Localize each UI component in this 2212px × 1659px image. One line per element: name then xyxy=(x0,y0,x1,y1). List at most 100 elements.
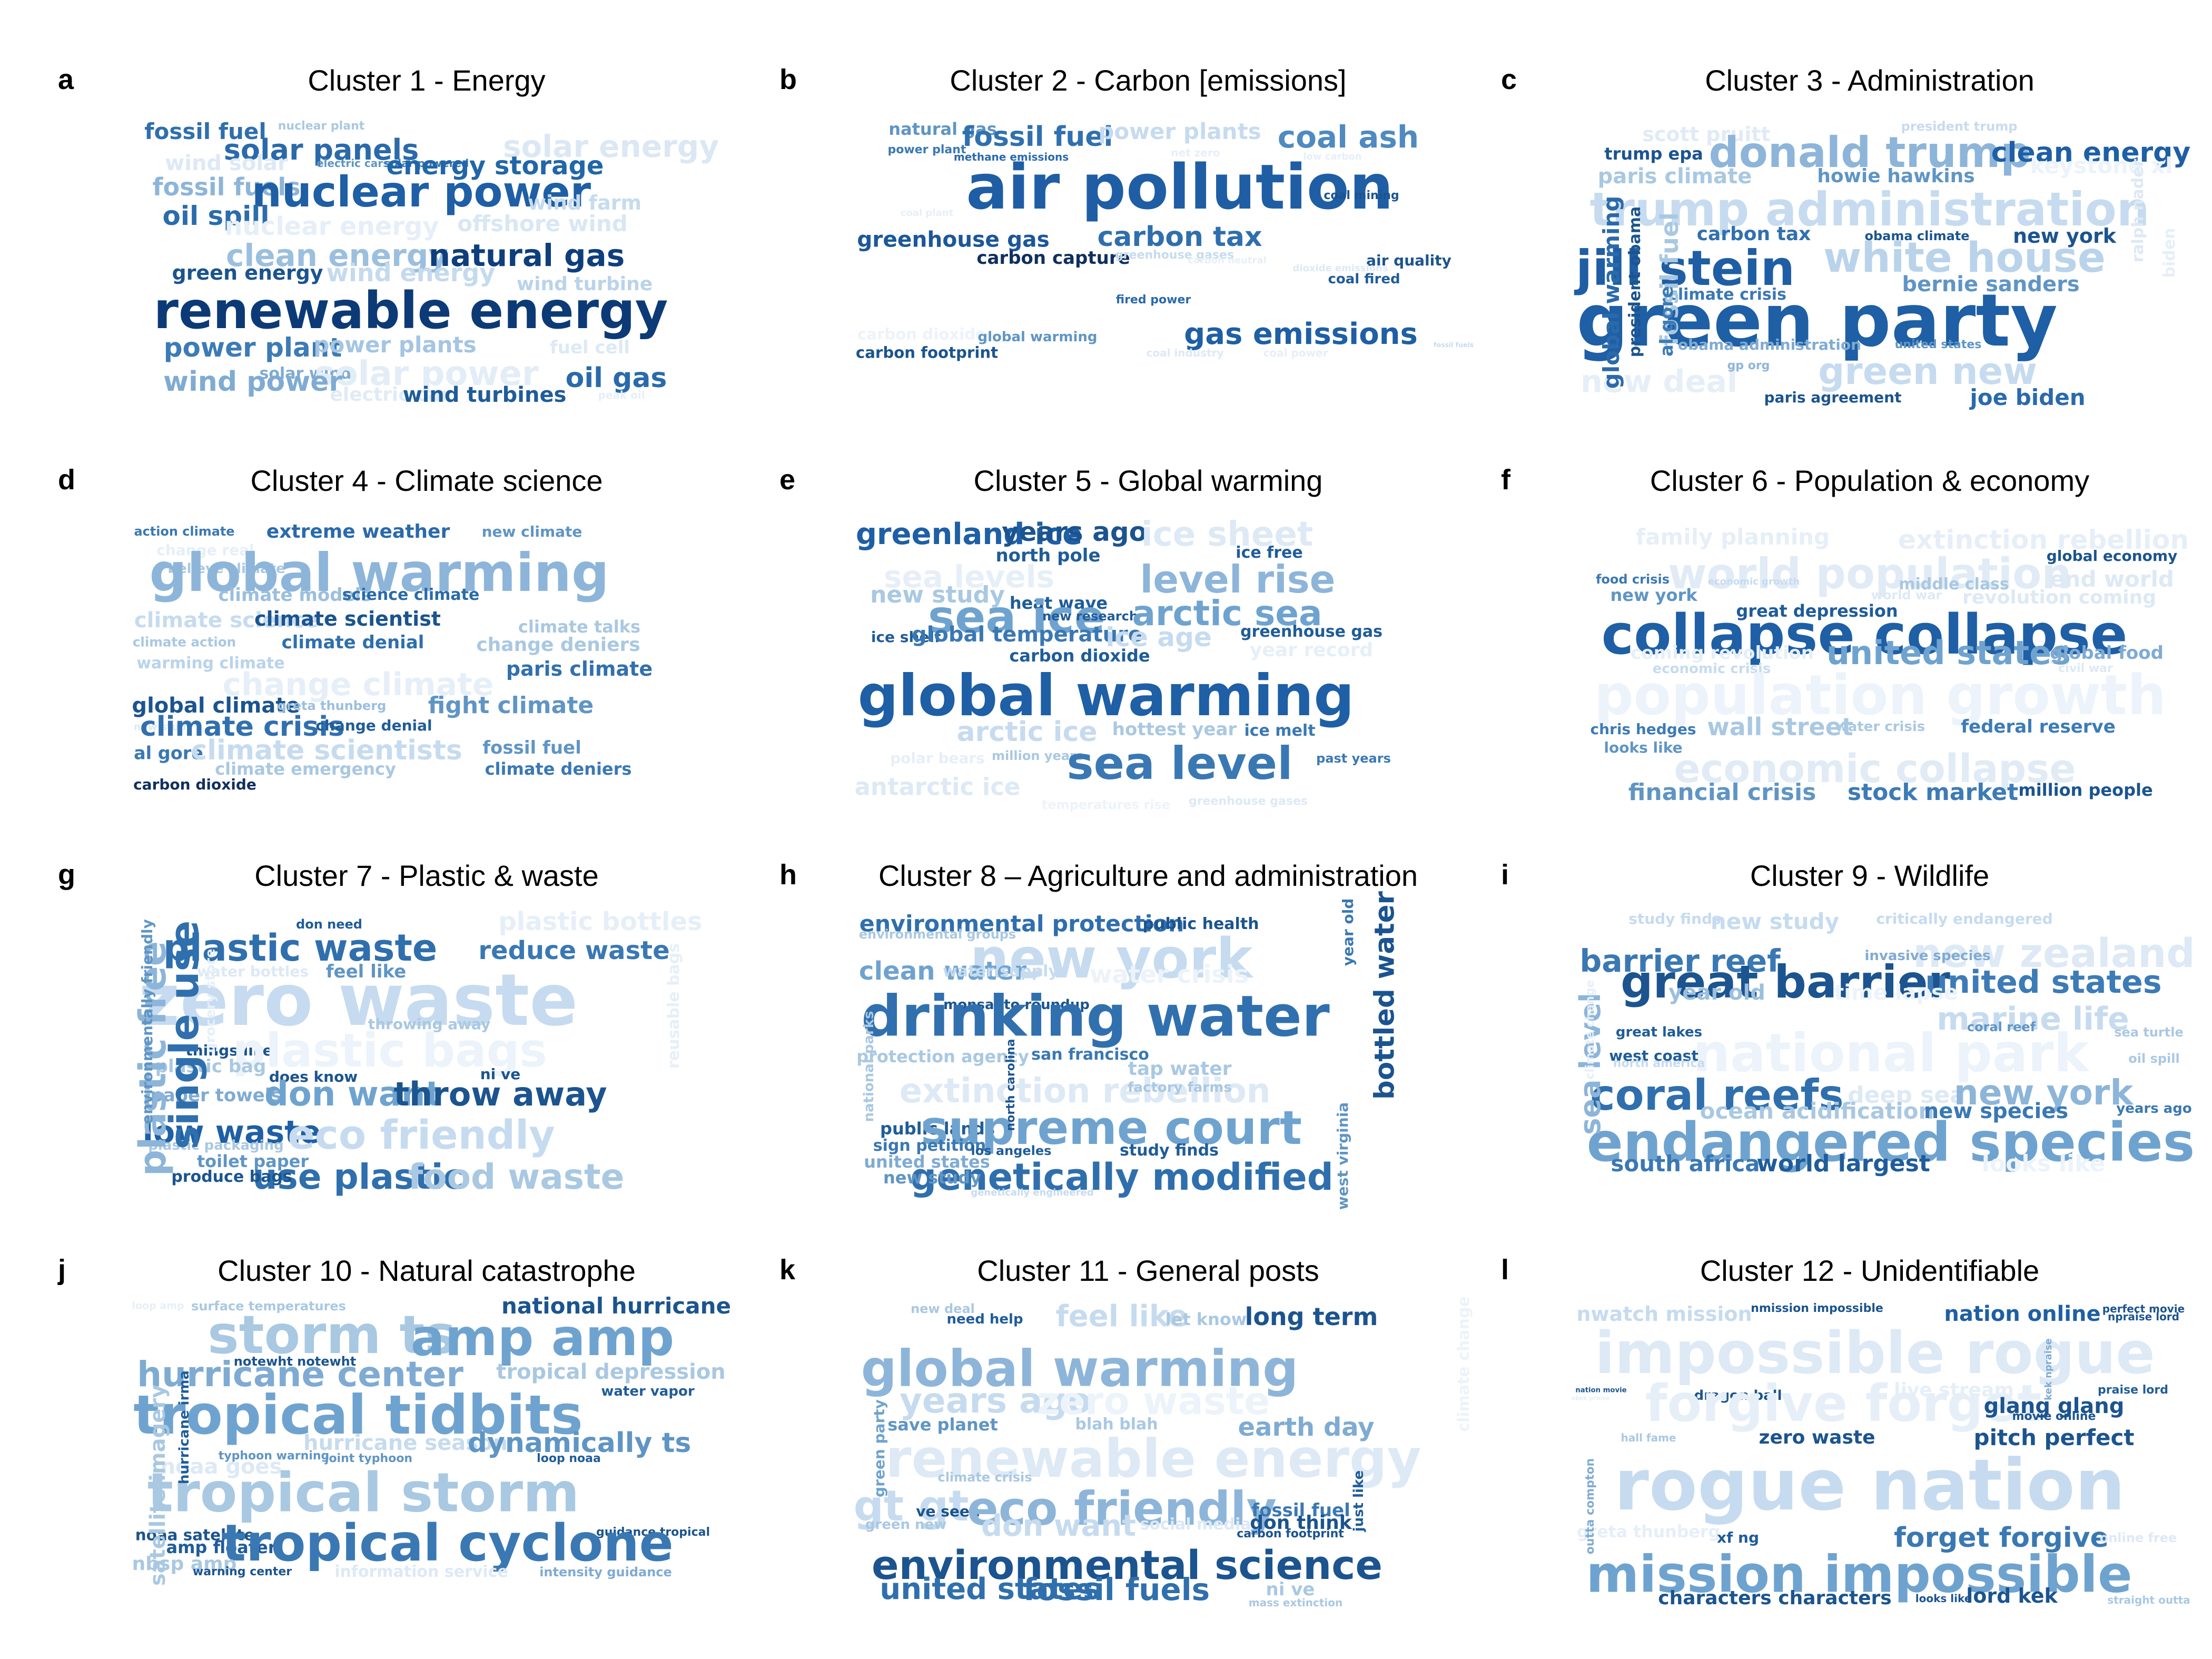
cloud-word: great barrier xyxy=(1620,956,1951,1009)
cloud-word: green new xyxy=(865,1517,947,1533)
cloud-word: million people xyxy=(2018,780,2153,800)
cloud-word: climate scientists xyxy=(191,735,462,766)
cloud-word: coal fired xyxy=(1328,271,1400,287)
cloud-word: reusable bags xyxy=(665,943,683,1069)
cloud-word: los angeles xyxy=(971,1143,1052,1158)
cloud-word: hurricane center xyxy=(137,1354,463,1395)
cloud-word: glang glang xyxy=(1983,1394,2125,1418)
cloud-word: tropical cyclone xyxy=(222,1514,674,1573)
cloud-word: noaa goes xyxy=(160,1455,282,1479)
cloud-word: movie online xyxy=(2012,1410,2096,1423)
cloud-word: new york xyxy=(970,926,1253,991)
cloud-word: oil spill xyxy=(2128,1051,2180,1066)
cloud-word: carbon footprint xyxy=(1237,1527,1344,1540)
cloud-word: global warming xyxy=(149,542,609,604)
cloud-word: carbon dioxide xyxy=(857,325,986,343)
cloud-word: heat wave xyxy=(1009,593,1108,613)
cloud-word: climate talks xyxy=(518,617,641,637)
cloud-word: live stream xyxy=(1894,1379,2014,1401)
cloud-word: low carbon xyxy=(1303,151,1362,162)
cloud-word: gp org xyxy=(1727,359,1770,372)
cloud-word: npraise lord xyxy=(2108,1310,2179,1323)
word-cloud: don need plastic bottles plastic waste redu… xyxy=(131,901,748,1227)
cloud-word: bottled water xyxy=(1369,891,1401,1100)
cloud-word: looks like xyxy=(1981,1150,2106,1177)
cloud-word: clean water xyxy=(858,956,1027,986)
cloud-word: kek npraise xyxy=(2043,1338,2054,1400)
cloud-word: federal reserve xyxy=(1961,716,2116,737)
cluster-panel-12: l Cluster 12 - Unidentifiable nwatch missi… xyxy=(1501,1243,2212,1627)
cloud-word: polar bears xyxy=(890,749,985,767)
cloud-word: methane emissions xyxy=(953,151,1069,163)
cloud-word: climate models xyxy=(218,585,372,606)
cloud-word: ocean acidification xyxy=(1700,1098,1934,1124)
cloud-word: electric car xyxy=(330,384,450,406)
cloud-word: economic collapse xyxy=(1674,746,2076,792)
cloud-word: economic crisis xyxy=(1652,661,1771,677)
panel-title: Cluster 3 - Administration xyxy=(1705,64,2035,97)
cluster-panel-6: f Cluster 6 - Population & economy family … xyxy=(1501,453,2212,837)
cloud-word: water crisis xyxy=(1090,960,1249,989)
cloud-word: ice age xyxy=(1105,622,1212,653)
cloud-word: environmentally friendly xyxy=(139,919,156,1124)
cluster-panel-5: e Cluster 5 - Global warming greenland ice… xyxy=(779,453,1512,837)
cloud-word: united states xyxy=(1925,964,2162,1001)
cloud-word: fossil fuels xyxy=(152,173,301,201)
cloud-word: toilet paper xyxy=(196,1151,309,1171)
cloud-word: barrier reef xyxy=(1579,943,1781,979)
cloud-word: climate scientist xyxy=(254,607,441,630)
cluster-panel-11: k Cluster 11 - General posts new deal need … xyxy=(779,1243,1512,1627)
word-cloud: action climate change real extreme weather… xyxy=(132,506,748,832)
cloud-word: greenhouse gases xyxy=(1189,795,1308,808)
cloud-word: amp floater xyxy=(166,1537,276,1557)
cloud-word: feel like xyxy=(325,961,407,982)
cloud-word: national parks xyxy=(861,1011,877,1122)
cloud-word: satellite imagery xyxy=(146,1384,170,1586)
cloud-word: change real xyxy=(156,541,254,559)
cluster-panel-2: b Cluster 2 - Carbon [emissions] natural g… xyxy=(779,53,1512,437)
panel-title: Cluster 1 - Energy xyxy=(308,64,546,97)
cloud-word: zero waste xyxy=(138,959,578,1042)
cloud-word: electric cars xyxy=(316,157,390,170)
cloud-word: solar power xyxy=(314,354,539,393)
cloud-word: ice sheet xyxy=(1141,515,1314,554)
cloud-word: dioxide emissions xyxy=(1292,263,1388,274)
cloud-word: coal ash xyxy=(1277,119,1419,155)
cloud-word: change climate xyxy=(222,666,494,703)
cloud-word: united states xyxy=(1826,634,2071,672)
cloud-word: ve seen xyxy=(916,1503,980,1520)
cloud-word: water crisis xyxy=(1835,719,1925,735)
cloud-word: paris climate xyxy=(506,657,653,680)
cloud-word: global warming xyxy=(857,663,1355,729)
cloud-word: donald trump xyxy=(1709,128,2031,177)
cloud-word: storm ts xyxy=(208,1304,456,1366)
cloud-word: new research xyxy=(1042,609,1138,624)
word-cloud: nwatch mission nmission impossible nation … xyxy=(1571,1296,2191,1622)
cloud-word: obama administration xyxy=(1677,336,1862,353)
cloud-word: invasive species xyxy=(1864,948,1991,964)
cloud-word: population growth xyxy=(1594,663,2166,727)
cloud-word: genetically modified xyxy=(910,1156,1334,1199)
cloud-word: joint typhoon xyxy=(324,1452,413,1465)
panel-letter: f xyxy=(1501,464,1510,496)
cloud-word: climate crisis xyxy=(1668,285,1786,304)
cloud-word: antarctic ice xyxy=(854,773,1021,801)
panel-letter: d xyxy=(58,464,75,496)
cloud-word: nation movie xyxy=(1575,1386,1627,1395)
word-cloud: scott pruitt president trump trump epa dona… xyxy=(1576,105,2191,432)
cloud-word: stock market xyxy=(1847,779,2019,806)
cloud-word: food crisis xyxy=(1595,572,1670,587)
cloud-word: climate crisis xyxy=(140,711,344,743)
cloud-word: study finds xyxy=(1628,910,1721,927)
cloud-word: oil gas xyxy=(565,362,667,394)
cloud-word: nmission impossible xyxy=(1751,1302,1883,1315)
cloud-word: power plants xyxy=(1098,118,1261,144)
cloud-word: carbon footprint xyxy=(855,343,999,362)
cloud-word: tropical tidbits xyxy=(133,1384,583,1447)
cloud-word: ice melt xyxy=(1244,722,1316,740)
cloud-word: just like xyxy=(1351,1470,1367,1532)
cloud-word: drinking water xyxy=(861,983,1330,1050)
cluster-panel-10: j Cluster 10 - Natural catastrophe loop am… xyxy=(58,1243,790,1627)
cloud-word: new study xyxy=(870,581,1005,608)
cloud-word: natural gas xyxy=(888,119,997,139)
